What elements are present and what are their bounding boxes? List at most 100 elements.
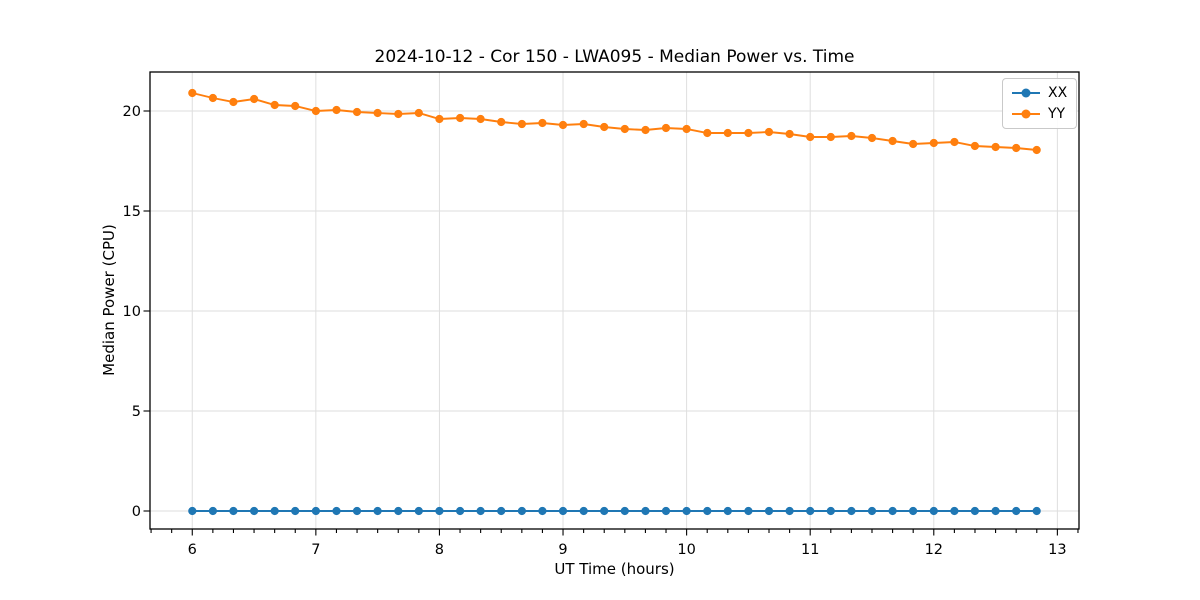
data-point xyxy=(311,106,320,116)
data-point xyxy=(661,506,671,516)
data-point xyxy=(394,109,403,119)
data-point xyxy=(785,129,794,139)
x-tick-label: 8 xyxy=(435,542,444,558)
data-point xyxy=(826,132,835,142)
data-point xyxy=(579,506,588,516)
data-point xyxy=(1012,143,1021,153)
data-point xyxy=(806,132,815,142)
data-point xyxy=(352,107,362,117)
x-tick-label: 6 xyxy=(188,542,197,558)
data-point xyxy=(270,506,279,516)
data-point xyxy=(311,506,320,516)
data-point xyxy=(600,122,609,132)
data-point xyxy=(600,506,609,516)
x-tick-label: 11 xyxy=(801,542,819,558)
y-axis-label: Median Power (CPU) xyxy=(100,224,118,376)
data-point xyxy=(373,108,382,118)
data-point xyxy=(579,119,588,129)
data-point xyxy=(888,506,897,516)
data-point xyxy=(517,506,527,516)
x-axis-label: UT Time (hours) xyxy=(554,560,675,578)
data-point xyxy=(188,506,197,516)
legend-dot-sample xyxy=(1021,109,1031,119)
data-point xyxy=(764,127,774,137)
legend-line-marker-yy-icon xyxy=(1012,109,1040,119)
data-point xyxy=(867,506,877,516)
data-point xyxy=(847,506,856,516)
data-point xyxy=(909,139,918,149)
y-tick-label: 5 xyxy=(132,404,141,420)
legend-label-xx: XX xyxy=(1048,85,1068,101)
data-point xyxy=(703,506,712,516)
data-point xyxy=(929,138,938,148)
data-point xyxy=(456,506,465,516)
data-point xyxy=(950,137,959,147)
data-point xyxy=(826,506,835,516)
data-point xyxy=(682,124,691,134)
data-point xyxy=(250,506,259,516)
y-tick-label: 15 xyxy=(123,204,141,220)
data-point xyxy=(291,101,300,111)
data-point xyxy=(208,93,217,103)
axis-ticks xyxy=(143,110,1079,536)
data-point xyxy=(661,123,671,133)
data-point xyxy=(435,506,444,516)
y-tick-label: 10 xyxy=(123,304,141,320)
x-tick-label: 9 xyxy=(558,542,567,558)
data-point xyxy=(208,506,217,516)
chart-title: 2024-10-12 - Cor 150 - LWA095 - Median P… xyxy=(374,47,855,67)
data-point xyxy=(497,506,506,516)
data-point xyxy=(229,506,238,516)
data-point xyxy=(991,506,1000,516)
data-point xyxy=(1032,145,1041,155)
legend-dot-sample xyxy=(1021,88,1031,98)
legend-line-marker-xx-icon xyxy=(1012,88,1040,98)
data-point xyxy=(970,141,980,151)
data-point xyxy=(620,124,629,134)
x-tick-label: 12 xyxy=(925,542,943,558)
data-point xyxy=(1012,506,1021,516)
data-point xyxy=(888,136,897,146)
data-point xyxy=(929,506,938,516)
legend-item-yy: YY xyxy=(1012,105,1067,123)
data-point xyxy=(394,506,403,516)
data-point xyxy=(558,120,568,130)
data-point xyxy=(291,506,300,516)
data-point xyxy=(682,506,691,516)
y-tick-label: 0 xyxy=(132,504,141,520)
data-point xyxy=(703,128,712,138)
plot-border xyxy=(149,71,1080,530)
data-point xyxy=(764,506,774,516)
data-point xyxy=(847,131,856,141)
data-point xyxy=(352,506,362,516)
data-point xyxy=(538,118,547,128)
data-point xyxy=(435,114,444,124)
data-point xyxy=(456,113,465,123)
y-tick-label: 20 xyxy=(123,104,141,120)
data-point xyxy=(332,105,341,115)
data-point xyxy=(250,94,259,104)
data-point xyxy=(806,506,815,516)
legend-label-yy: YY xyxy=(1048,106,1066,122)
data-point xyxy=(744,506,753,516)
data-point xyxy=(476,114,485,124)
data-point xyxy=(188,88,197,98)
data-point xyxy=(723,128,732,138)
gridlines xyxy=(150,72,1079,529)
data-point xyxy=(517,119,527,129)
data-point xyxy=(723,506,732,516)
series-yy xyxy=(188,88,1041,155)
legend-box: XX YY xyxy=(1002,78,1078,129)
data-point xyxy=(1032,506,1041,516)
data-point xyxy=(373,506,382,516)
x-tick-label: 10 xyxy=(677,542,695,558)
data-point xyxy=(641,506,650,516)
data-point xyxy=(641,125,650,135)
data-point xyxy=(744,128,753,138)
series-xx xyxy=(188,506,1041,516)
data-point xyxy=(270,100,279,110)
data-point xyxy=(497,117,506,127)
legend-item-xx: XX xyxy=(1012,84,1067,102)
x-tick-labels: 6 7 8 9 10 11 12 13 xyxy=(188,542,1067,558)
